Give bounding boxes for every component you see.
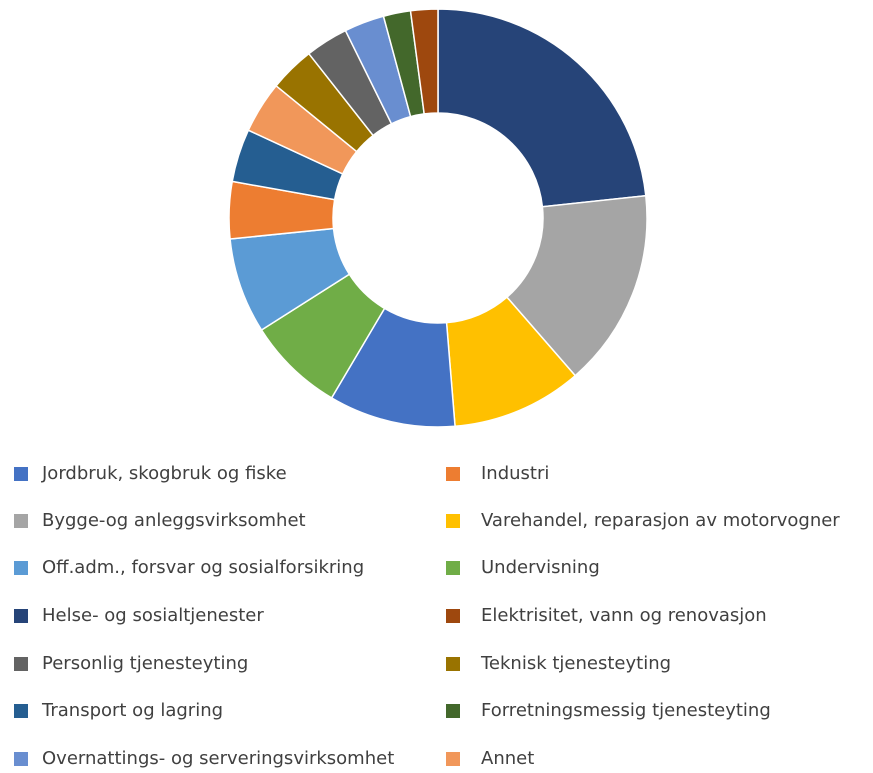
legend-label: Transport og lagring	[41, 700, 223, 721]
legend-label: Jordbruk, skogbruk og fiske	[41, 463, 287, 484]
legend-label: Varehandel, reparasjon av motorvogner	[481, 510, 840, 531]
legend-label: Undervisning	[481, 557, 600, 578]
donut-segment	[505, 194, 648, 377]
legend-swatch	[14, 561, 28, 575]
legend-swatch	[14, 752, 28, 766]
legend-swatch	[446, 467, 460, 481]
legend-swatch	[14, 704, 28, 718]
legend-label: Industri	[481, 463, 549, 484]
legend-swatch	[446, 561, 460, 575]
legend-swatch	[14, 657, 28, 671]
legend-label: Personlig tjenesteyting	[42, 653, 248, 674]
legend-swatch	[14, 609, 28, 623]
legend-label: Helse- og sosialtjenester	[42, 605, 264, 626]
donut-segment	[409, 8, 439, 115]
legend-label: Off.adm., forsvar og sosialforsikring	[42, 557, 364, 578]
legend-label: Elektrisitet, vann og renovasjon	[481, 605, 767, 626]
legend-label: Forretningsmessig tjenesteyting	[481, 700, 771, 721]
legend-label: Teknisk tjenesteyting	[480, 653, 671, 674]
legend-label: Bygge-og anleggsvirksomhet	[42, 510, 306, 531]
legend-label: Overnattings- og serveringsvirksomhet	[42, 748, 394, 769]
legend-swatch	[446, 704, 460, 718]
legend-swatch	[14, 467, 28, 481]
legend-swatch	[14, 514, 28, 528]
legend-swatch	[446, 752, 460, 766]
legend-label: Annet	[481, 748, 534, 769]
legend-swatch	[446, 609, 460, 623]
donut-segment	[437, 8, 647, 208]
legend-swatch	[446, 514, 460, 528]
legend-swatch	[446, 657, 460, 671]
